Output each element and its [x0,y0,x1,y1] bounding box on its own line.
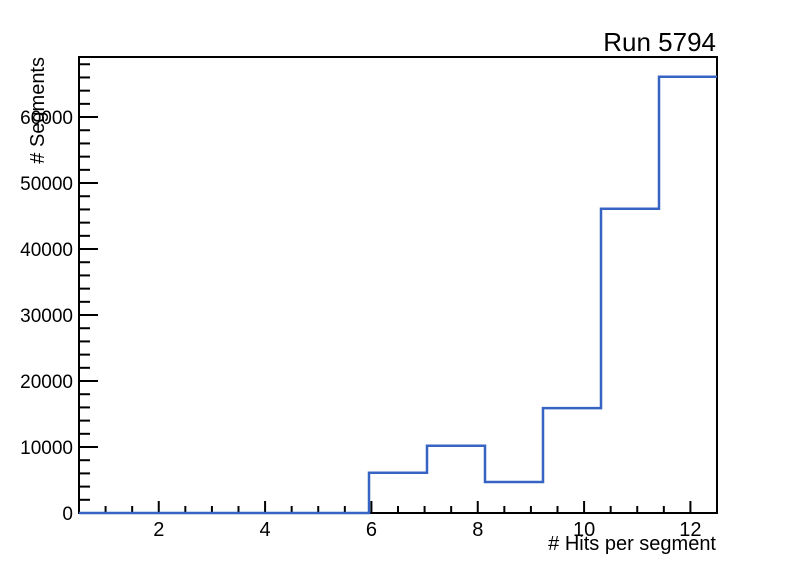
chart-title: Run 5794 [603,27,716,57]
x-tick-label: 6 [366,519,377,541]
x-tick-label: 12 [679,519,701,541]
y-axis-major-ticks [79,116,98,514]
x-tick-label: 10 [573,519,595,541]
x-tick-label: 2 [153,519,164,541]
y-axis-tick-labels: 0 10000 20000 30000 40000 50000 60000 [20,108,73,525]
y-tick-label: 30000 [20,306,73,327]
x-axis-major-ticks [157,501,692,513]
y-tick-label: 60000 [20,108,73,129]
y-axis-title: # Segments [27,57,49,164]
y-tick-label: 20000 [20,372,73,393]
y-tick-label: 0 [62,504,73,525]
y-tick-label: 50000 [20,174,73,195]
x-tick-label: 8 [472,519,483,541]
x-tick-label: 4 [260,519,271,541]
y-tick-label: 40000 [20,240,73,261]
y-tick-label: 10000 [20,438,73,459]
x-axis-title: # Hits per segment [548,533,716,555]
x-axis-tick-labels: 2 4 6 8 10 12 [153,519,701,541]
y-axis-minor-ticks [79,63,90,501]
histogram-line [79,75,717,515]
plot-frame [78,56,718,514]
